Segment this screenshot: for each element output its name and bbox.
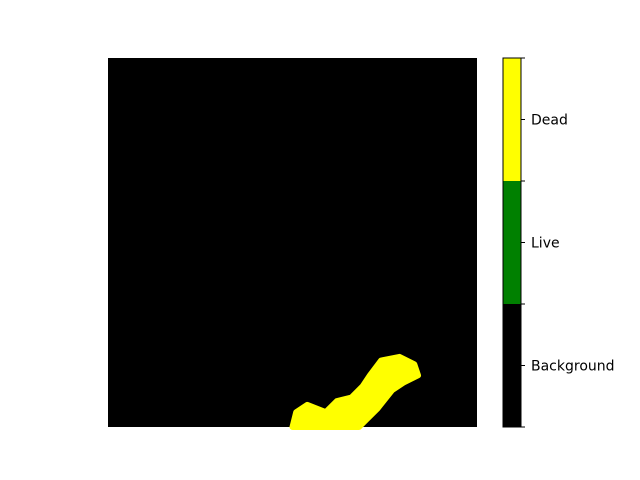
colorbar-segment-background [503,304,521,427]
colorbar-segments [503,58,521,427]
colorbar-segment-dead [503,58,521,181]
colorbar-labels: Background Live Dead [531,113,615,375]
segmentation-image [108,58,477,430]
colorbar-label-dead: Dead [531,113,568,129]
colorbar: Background Live Dead [502,57,615,428]
class-regions [289,353,421,430]
colorbar-label-background: Background [531,359,615,375]
colorbar-label-live: Live [531,236,560,252]
region-dead-0 [289,353,421,430]
colorbar-segment-live [503,181,521,304]
background-region [108,58,477,427]
colorbar-ticks [521,57,525,428]
